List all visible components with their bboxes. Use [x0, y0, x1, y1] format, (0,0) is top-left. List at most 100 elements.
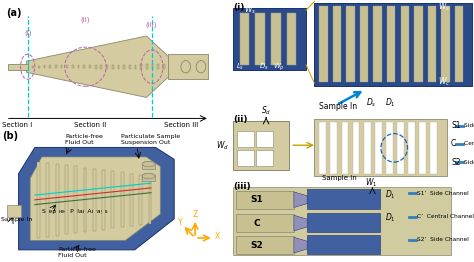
- Bar: [428, 7, 436, 82]
- Bar: [72, 65, 74, 68]
- Text: X: X: [215, 232, 220, 241]
- Bar: [353, 122, 359, 174]
- Text: (b): (b): [2, 131, 18, 141]
- Text: (ii): (ii): [81, 17, 90, 23]
- Bar: [441, 7, 449, 82]
- Bar: [74, 166, 77, 233]
- Bar: [157, 64, 159, 69]
- Bar: [32, 66, 34, 68]
- Text: C: C: [253, 219, 260, 228]
- Bar: [319, 7, 328, 82]
- Text: C: C: [451, 139, 456, 149]
- Text: (iii): (iii): [234, 182, 251, 190]
- Circle shape: [196, 61, 206, 73]
- Bar: [111, 171, 114, 228]
- Bar: [386, 122, 393, 174]
- Bar: [142, 174, 155, 181]
- Bar: [66, 65, 68, 68]
- Text: Sample In: Sample In: [1, 217, 33, 222]
- Text: Sample In: Sample In: [319, 102, 357, 111]
- Text: Side Channel: Side Channel: [465, 123, 474, 128]
- Bar: [256, 150, 273, 166]
- Text: $W_s$: $W_s$: [245, 4, 256, 17]
- Ellipse shape: [142, 161, 155, 167]
- Bar: [129, 64, 131, 69]
- Bar: [168, 54, 208, 79]
- Bar: [8, 64, 27, 69]
- Ellipse shape: [142, 161, 155, 167]
- Bar: [455, 7, 463, 82]
- Bar: [121, 172, 124, 227]
- Bar: [152, 64, 154, 69]
- Bar: [83, 65, 85, 68]
- Bar: [49, 66, 51, 68]
- Bar: [374, 7, 382, 82]
- Text: Stepped Pillar Arrays: Stepped Pillar Arrays: [42, 209, 108, 214]
- Bar: [149, 176, 151, 224]
- Bar: [414, 7, 422, 82]
- Bar: [237, 131, 254, 146]
- Bar: [346, 7, 355, 82]
- Bar: [123, 65, 125, 69]
- Polygon shape: [30, 157, 160, 240]
- Bar: [364, 122, 371, 174]
- Bar: [100, 65, 102, 69]
- Bar: [163, 64, 165, 69]
- Bar: [44, 66, 46, 68]
- Bar: [314, 119, 447, 176]
- Bar: [314, 3, 472, 86]
- Text: $W_d$: $W_d$: [216, 139, 228, 151]
- Text: $W_p$: $W_p$: [273, 61, 285, 73]
- Text: Section III: Section III: [164, 122, 199, 128]
- Text: C’  Central Channel: C’ Central Channel: [417, 214, 474, 219]
- Bar: [287, 13, 296, 65]
- Text: S1’  Side Channel: S1’ Side Channel: [417, 191, 469, 196]
- Bar: [307, 235, 380, 254]
- Bar: [95, 65, 97, 68]
- Polygon shape: [294, 192, 307, 208]
- Bar: [319, 122, 326, 174]
- Bar: [135, 64, 137, 69]
- Text: $L_s$: $L_s$: [236, 62, 244, 72]
- Text: Y: Y: [178, 218, 182, 227]
- Bar: [237, 150, 254, 166]
- Bar: [271, 13, 281, 65]
- Bar: [236, 191, 294, 209]
- Text: Section II: Section II: [73, 122, 106, 128]
- Bar: [236, 214, 294, 232]
- Bar: [112, 65, 114, 69]
- Bar: [140, 64, 142, 69]
- Bar: [89, 65, 91, 68]
- Bar: [38, 66, 40, 68]
- Ellipse shape: [142, 173, 155, 179]
- Bar: [102, 170, 105, 230]
- Bar: [375, 122, 382, 174]
- Bar: [419, 122, 426, 174]
- Bar: [78, 65, 80, 68]
- Text: (i): (i): [234, 3, 245, 12]
- Bar: [408, 122, 415, 174]
- Text: S2’  Side Channel: S2’ Side Channel: [417, 237, 469, 242]
- Text: $W_s$: $W_s$: [438, 0, 450, 13]
- Text: Section I: Section I: [1, 122, 32, 128]
- Bar: [387, 7, 395, 82]
- Text: Particle-free
Fluid Out: Particle-free Fluid Out: [65, 134, 103, 145]
- Bar: [142, 163, 155, 169]
- Text: Sample In: Sample In: [322, 175, 356, 181]
- Text: Particle-free
Fluid Out: Particle-free Fluid Out: [58, 247, 96, 258]
- Bar: [330, 122, 337, 174]
- Bar: [37, 162, 40, 238]
- Polygon shape: [294, 215, 307, 231]
- Bar: [83, 168, 86, 232]
- Bar: [360, 7, 368, 82]
- Polygon shape: [294, 237, 307, 253]
- Polygon shape: [27, 36, 175, 97]
- Text: S1: S1: [451, 121, 461, 130]
- Bar: [146, 64, 148, 69]
- Bar: [333, 7, 341, 82]
- Bar: [401, 7, 409, 82]
- Bar: [46, 163, 49, 237]
- Text: Particulate Sample
Suspension Out: Particulate Sample Suspension Out: [121, 134, 180, 145]
- Bar: [139, 175, 142, 225]
- Bar: [342, 122, 348, 174]
